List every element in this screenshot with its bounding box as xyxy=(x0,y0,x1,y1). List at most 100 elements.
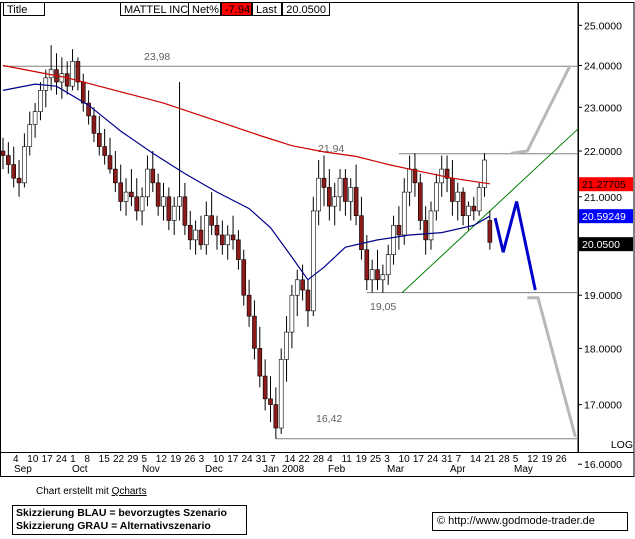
candle-body xyxy=(343,177,348,202)
candle xyxy=(246,279,252,327)
candle-body xyxy=(321,177,327,188)
x-month-label: Sep xyxy=(14,464,32,475)
x-day-label: 26 xyxy=(556,454,568,465)
candle xyxy=(32,103,38,138)
candle-body xyxy=(487,220,493,243)
y-tick-label: 22.0000 xyxy=(584,146,622,158)
candle xyxy=(466,201,471,231)
candle-body xyxy=(6,155,11,165)
candle xyxy=(391,215,396,265)
candle-body xyxy=(80,81,86,104)
last-price-label: 20.0500 xyxy=(579,237,633,252)
candle xyxy=(107,137,113,174)
candle-body xyxy=(187,224,193,241)
last-price-label-bg xyxy=(579,237,633,252)
y-tick-label: 23.0000 xyxy=(584,102,622,114)
x-month-label: Nov xyxy=(142,464,160,475)
candle xyxy=(407,155,412,207)
candle xyxy=(97,115,102,156)
credit-prefix: Chart erstellt mit xyxy=(36,486,112,497)
candle xyxy=(423,206,428,255)
candle xyxy=(305,279,311,327)
candle xyxy=(145,155,150,207)
x-day-label: 14 xyxy=(284,454,296,465)
netpct-label: Net% xyxy=(188,2,221,16)
axis-layer: 25.0000 24.0000 23.0000 22.0000 21.0000 19.00… xyxy=(13,20,633,475)
x-day-label: 10 xyxy=(27,454,39,465)
chart-credit: Chart erstellt mit Qcharts xyxy=(36,486,147,497)
x-day-label: 17 xyxy=(227,454,239,465)
level-annotation: 16,42 xyxy=(316,413,342,425)
candle xyxy=(155,173,161,216)
source-url[interactable]: http://www.godmode-trader.de xyxy=(448,515,595,527)
candle-body xyxy=(460,191,466,217)
candle-body xyxy=(86,102,91,117)
source-url-box[interactable]: © http://www.godmode-trader.de xyxy=(432,512,628,531)
candle-body xyxy=(193,229,198,241)
x-day-label: 14 xyxy=(470,454,482,465)
x-day-label: 3 xyxy=(384,454,390,465)
level-annotation: 23,98 xyxy=(144,51,170,63)
candle-body xyxy=(129,191,134,198)
ma50-line xyxy=(2,83,491,281)
x-day-label: 22 xyxy=(113,454,125,465)
candle xyxy=(198,215,204,250)
candle-body xyxy=(27,124,33,147)
candle xyxy=(273,387,279,439)
candle-body xyxy=(391,224,396,255)
candle-body xyxy=(182,196,188,226)
y-tick-label: 17.0000 xyxy=(584,400,622,412)
candle-body xyxy=(434,182,439,212)
candle-body xyxy=(417,182,423,221)
candle-body xyxy=(450,177,455,202)
x-day-label: 7 xyxy=(270,454,276,465)
x-day-label: 10 xyxy=(399,454,411,465)
candle xyxy=(428,201,434,250)
x-day-label: 3 xyxy=(199,454,205,465)
scenario-blue-path xyxy=(493,201,537,291)
candle xyxy=(300,264,305,301)
netpct-value: -7.94 xyxy=(221,2,252,16)
candle xyxy=(177,81,182,221)
candle-body xyxy=(466,205,471,217)
candle-body xyxy=(369,269,375,281)
title-label: Title xyxy=(3,2,45,16)
candle xyxy=(91,107,97,143)
y-tick-label: 16.0000 xyxy=(584,459,622,471)
candle-body xyxy=(310,210,316,312)
support-trendline xyxy=(401,128,579,293)
x-month-label: Mar xyxy=(387,464,405,475)
candle xyxy=(16,160,22,197)
candle xyxy=(412,153,418,197)
candle-body xyxy=(166,196,172,221)
candle xyxy=(375,249,380,291)
candle-body xyxy=(11,164,16,179)
candle xyxy=(321,155,327,207)
candle-body xyxy=(230,234,236,241)
candle-body xyxy=(284,331,289,360)
x-month-label: Apr xyxy=(450,464,466,475)
ma50-price-label-text: 20.59249 xyxy=(582,211,626,223)
candle-body xyxy=(262,375,268,400)
scenario-grey-down-path xyxy=(527,296,577,438)
candle xyxy=(401,178,407,245)
x-day-label: 19 xyxy=(170,454,182,465)
candle xyxy=(294,269,300,317)
candle xyxy=(369,259,375,293)
ma200-line xyxy=(2,64,490,185)
candle-body xyxy=(139,196,145,212)
candle-body xyxy=(43,77,49,91)
candle-body xyxy=(32,111,38,125)
candle xyxy=(113,151,118,193)
candle-body xyxy=(444,168,450,179)
candle-body xyxy=(171,205,177,221)
candle-body xyxy=(316,177,321,212)
candle-body xyxy=(241,259,247,296)
candle-body xyxy=(401,191,407,236)
candle xyxy=(38,81,43,121)
candle xyxy=(102,128,107,165)
x-day-label: 28 xyxy=(499,454,511,465)
qcharts-link[interactable]: Qcharts xyxy=(111,486,147,497)
x-day-label: 1 xyxy=(70,454,76,465)
candle-body xyxy=(38,90,43,112)
